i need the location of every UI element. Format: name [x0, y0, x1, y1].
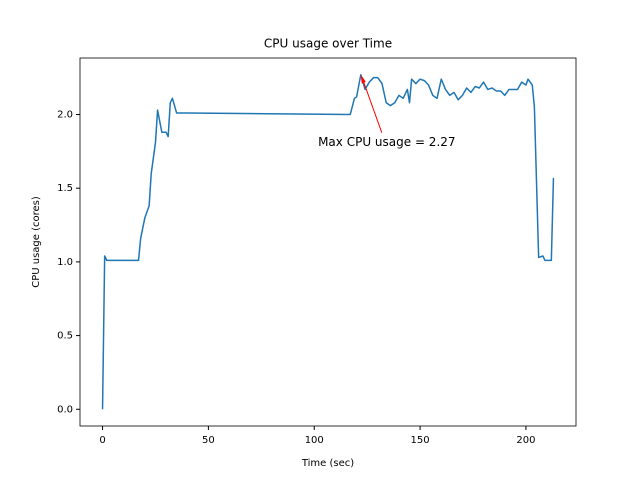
y-tick-label: 2.0 — [57, 110, 73, 121]
y-tick-label: 1.5 — [57, 183, 73, 194]
chart-title: CPU usage over Time — [264, 37, 392, 51]
x-tick-label: 100 — [305, 435, 324, 446]
x-tick-label: 200 — [516, 435, 535, 446]
x-tick-label: 0 — [99, 435, 105, 446]
y-tick-label: 0.0 — [57, 404, 73, 415]
annotation-arrow — [362, 79, 383, 133]
x-axis-label: Time (sec) — [301, 458, 354, 469]
data-line — [101, 73, 555, 410]
y-axis-label: CPU usage (cores) — [31, 196, 42, 288]
x-tick-label: 150 — [411, 435, 430, 446]
y-tick-label: 0.5 — [57, 331, 73, 342]
annotation-arrowhead — [360, 74, 366, 84]
annotation-text: Max CPU usage = 2.27 — [318, 135, 455, 149]
plot-frame — [79, 57, 577, 427]
x-tick-label: 50 — [202, 435, 215, 446]
y-tick-label: 1.0 — [57, 257, 73, 268]
